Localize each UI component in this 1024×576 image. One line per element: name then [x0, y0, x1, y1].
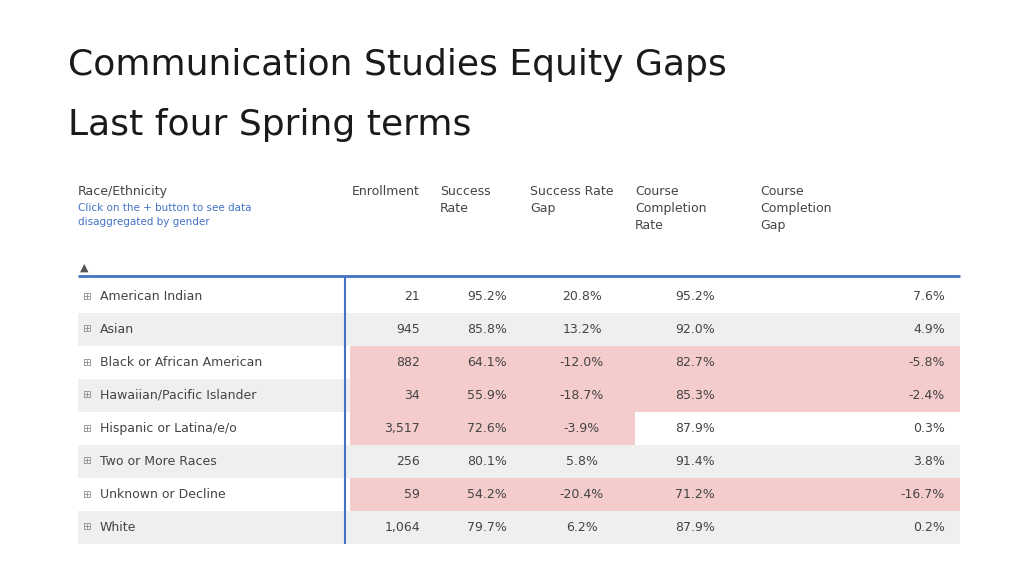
- Text: Asian: Asian: [100, 323, 134, 336]
- Bar: [635, 478, 961, 511]
- Text: Hawaiian/Pacific Islander: Hawaiian/Pacific Islander: [100, 389, 256, 402]
- Text: 3,517: 3,517: [384, 422, 420, 435]
- Text: ⊞: ⊞: [82, 490, 91, 499]
- Bar: [78, 313, 961, 346]
- Text: 4.9%: 4.9%: [913, 323, 945, 336]
- Text: 91.4%: 91.4%: [675, 455, 715, 468]
- Text: Two or More Races: Two or More Races: [100, 455, 217, 468]
- Text: 85.8%: 85.8%: [467, 323, 507, 336]
- Text: American Indian: American Indian: [100, 290, 203, 303]
- Text: ⊞: ⊞: [82, 457, 91, 467]
- Bar: [350, 379, 635, 412]
- Bar: [78, 280, 961, 313]
- Text: -16.7%: -16.7%: [901, 488, 945, 501]
- Text: 59: 59: [404, 488, 420, 501]
- Text: 64.1%: 64.1%: [467, 356, 507, 369]
- Text: 54.2%: 54.2%: [467, 488, 507, 501]
- Text: -3.9%: -3.9%: [564, 422, 600, 435]
- Bar: [78, 511, 961, 544]
- Text: Last four Spring terms: Last four Spring terms: [68, 108, 471, 142]
- Text: 0.3%: 0.3%: [913, 422, 945, 435]
- Bar: [350, 346, 635, 379]
- Bar: [78, 445, 961, 478]
- Text: 72.6%: 72.6%: [467, 422, 507, 435]
- Text: 3.8%: 3.8%: [913, 455, 945, 468]
- Text: 71.2%: 71.2%: [675, 488, 715, 501]
- Text: Click on the + button to see data
disaggregated by gender: Click on the + button to see data disagg…: [78, 203, 252, 227]
- Text: 5.8%: 5.8%: [566, 455, 598, 468]
- Text: Race/Ethnicity: Race/Ethnicity: [78, 185, 168, 198]
- Text: 55.9%: 55.9%: [467, 389, 507, 402]
- Text: -18.7%: -18.7%: [560, 389, 604, 402]
- Text: -5.8%: -5.8%: [908, 356, 945, 369]
- Text: 20.8%: 20.8%: [562, 290, 602, 303]
- Text: 79.7%: 79.7%: [467, 521, 507, 534]
- Text: 82.7%: 82.7%: [675, 356, 715, 369]
- Text: -20.4%: -20.4%: [560, 488, 604, 501]
- Text: ⊞: ⊞: [82, 358, 91, 367]
- Text: Success Rate
Gap: Success Rate Gap: [530, 185, 613, 215]
- Text: 95.2%: 95.2%: [467, 290, 507, 303]
- Text: Hispanic or Latina/e/o: Hispanic or Latina/e/o: [100, 422, 237, 435]
- Text: ⊞: ⊞: [82, 324, 91, 335]
- Text: 882: 882: [396, 356, 420, 369]
- Text: 87.9%: 87.9%: [675, 422, 715, 435]
- Text: 13.2%: 13.2%: [562, 323, 602, 336]
- Text: 92.0%: 92.0%: [675, 323, 715, 336]
- Bar: [635, 346, 961, 379]
- Text: ⊞: ⊞: [82, 391, 91, 400]
- Text: Communication Studies Equity Gaps: Communication Studies Equity Gaps: [68, 48, 727, 82]
- Text: White: White: [100, 521, 136, 534]
- Bar: [78, 412, 961, 445]
- Text: 21: 21: [404, 290, 420, 303]
- Bar: [78, 478, 961, 511]
- Text: 256: 256: [396, 455, 420, 468]
- Bar: [78, 346, 961, 379]
- Text: 945: 945: [396, 323, 420, 336]
- Text: 85.3%: 85.3%: [675, 389, 715, 402]
- Text: ⊞: ⊞: [82, 522, 91, 532]
- Text: ⊞: ⊞: [82, 291, 91, 301]
- Bar: [78, 379, 961, 412]
- Text: Course
Completion
Gap: Course Completion Gap: [760, 185, 831, 232]
- Text: ⊞: ⊞: [82, 423, 91, 434]
- Text: -12.0%: -12.0%: [560, 356, 604, 369]
- Text: 0.2%: 0.2%: [913, 521, 945, 534]
- Text: Success
Rate: Success Rate: [440, 185, 490, 215]
- Bar: [350, 478, 635, 511]
- Text: 95.2%: 95.2%: [675, 290, 715, 303]
- Text: ▲: ▲: [80, 263, 88, 273]
- Text: 87.9%: 87.9%: [675, 521, 715, 534]
- Text: 6.2%: 6.2%: [566, 521, 598, 534]
- Text: Black or African American: Black or African American: [100, 356, 262, 369]
- Bar: [350, 412, 635, 445]
- Text: 80.1%: 80.1%: [467, 455, 507, 468]
- Text: Course
Completion
Rate: Course Completion Rate: [635, 185, 707, 232]
- Text: -2.4%: -2.4%: [908, 389, 945, 402]
- Bar: [635, 379, 961, 412]
- Text: Unknown or Decline: Unknown or Decline: [100, 488, 225, 501]
- Text: 1,064: 1,064: [384, 521, 420, 534]
- Text: 7.6%: 7.6%: [913, 290, 945, 303]
- Text: Enrollment: Enrollment: [352, 185, 420, 198]
- Text: 34: 34: [404, 389, 420, 402]
